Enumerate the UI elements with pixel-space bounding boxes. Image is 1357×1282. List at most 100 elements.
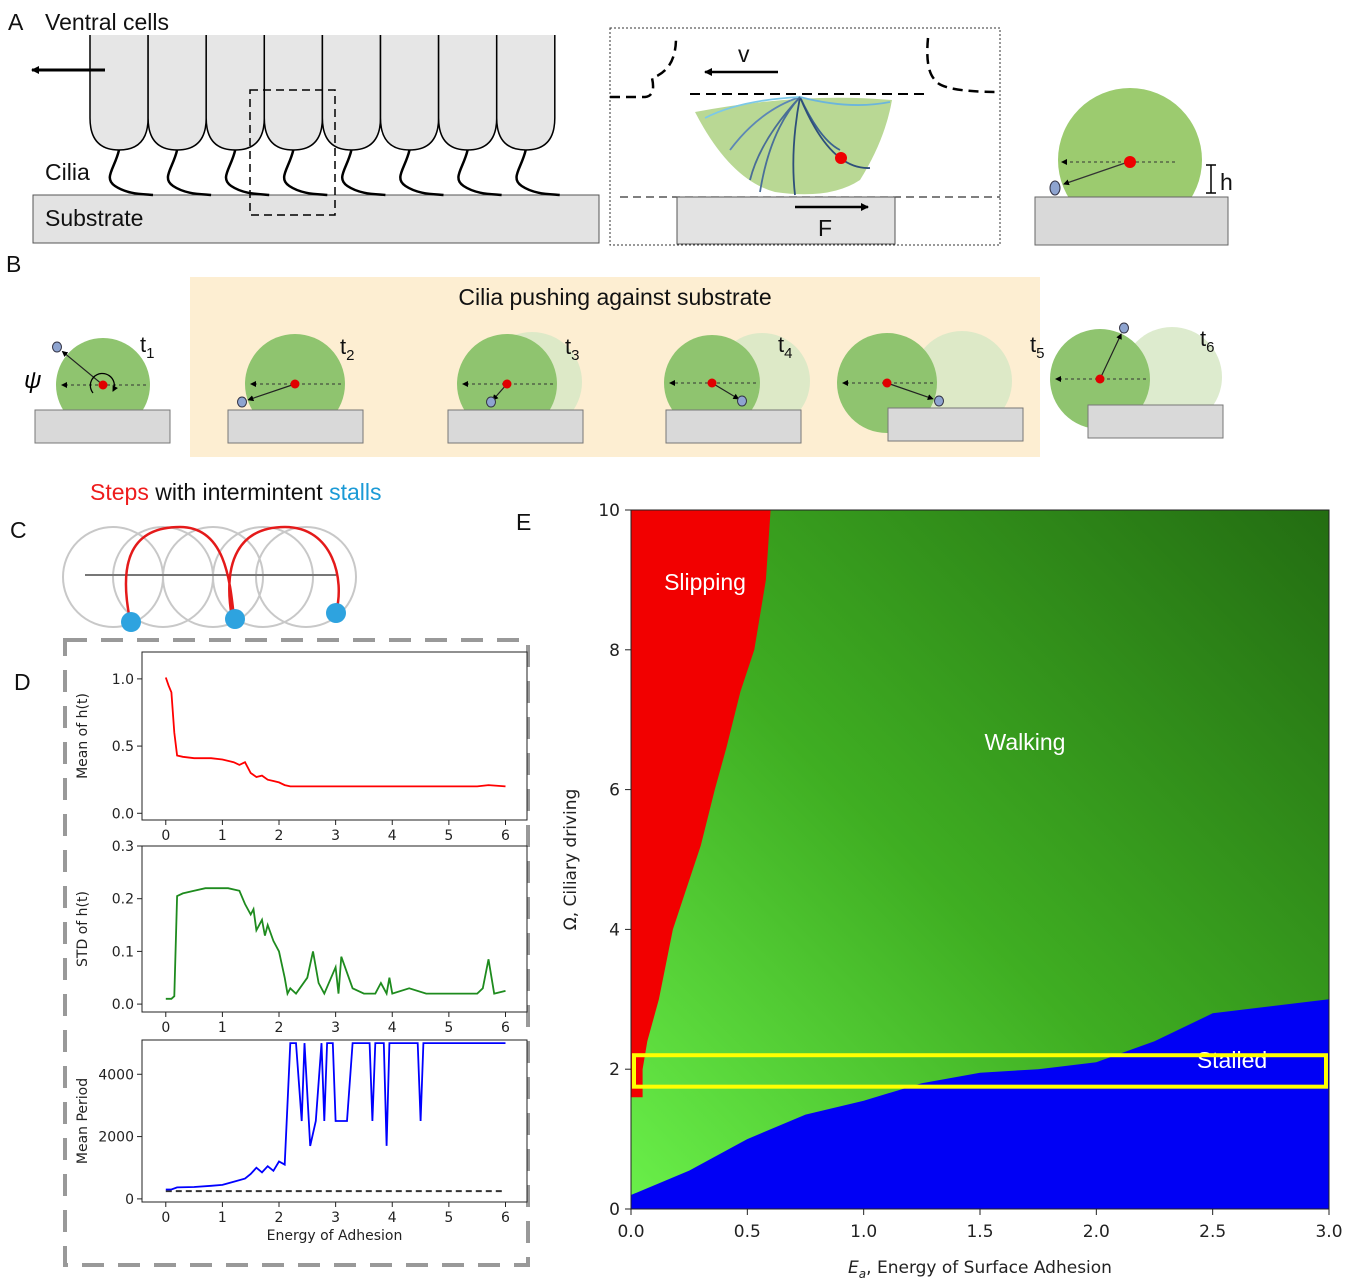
y-tick-label: 2 <box>609 1060 620 1080</box>
height-label: h <box>1220 169 1233 195</box>
y-tick-label: 6 <box>609 781 620 801</box>
substrate <box>228 410 363 443</box>
panel-label: A <box>8 9 24 35</box>
cilium <box>168 150 211 195</box>
x-tick-label: 3 <box>331 828 340 844</box>
x-tick-label: 1.5 <box>966 1222 993 1242</box>
height-bracket <box>1206 165 1216 193</box>
x-tick-label: 4 <box>388 1020 397 1036</box>
y-axis-label: Mean of h(t) <box>75 693 91 779</box>
substrate <box>1035 197 1228 245</box>
substrate <box>666 410 801 443</box>
x-tick-label: 6 <box>501 1210 510 1226</box>
y-tick-label: 0 <box>609 1200 620 1220</box>
center-dot <box>99 381 108 390</box>
y-axis-label: Ω, Ciliary driving <box>561 789 581 931</box>
x-tick-label: 4 <box>388 1210 397 1226</box>
substrate <box>448 410 583 443</box>
cilium-tip <box>1050 181 1060 195</box>
y-tick-label: 4000 <box>98 1067 134 1083</box>
y-tick-label: 1.0 <box>112 672 134 688</box>
cilium <box>458 150 501 195</box>
cell <box>148 35 206 150</box>
substrate <box>888 408 1023 441</box>
banner-title: Cilia pushing against substrate <box>458 284 771 310</box>
y-tick-label: 0.0 <box>112 806 134 822</box>
center-dot <box>1096 375 1105 384</box>
x-tick-label: 0 <box>161 1020 170 1036</box>
y-tick-label: 10 <box>598 501 620 521</box>
y-axis-label: Mean Period <box>75 1078 91 1164</box>
x-tick-label: 1 <box>218 828 227 844</box>
step-path <box>126 527 339 620</box>
cilium <box>284 150 327 195</box>
panel-label: D <box>14 669 31 695</box>
stall-point <box>121 612 141 632</box>
cell <box>264 35 322 150</box>
angle-label: ψ <box>24 367 41 394</box>
y-tick-label: 0 <box>125 1192 134 1208</box>
x-tick-label: 1.0 <box>850 1222 877 1242</box>
cilium-tip <box>487 397 496 407</box>
x-tick-label: 4 <box>388 828 397 844</box>
time-index: 6 <box>1206 339 1214 356</box>
substrate-label: Substrate <box>45 205 143 231</box>
x-axis-label: Ea, Energy of Surface Adhesion <box>848 1258 1112 1281</box>
center-dot <box>503 380 512 389</box>
cell <box>206 35 264 150</box>
x-tick-label: 2 <box>275 1210 284 1226</box>
center-dot <box>835 152 847 164</box>
cell <box>497 35 555 150</box>
center-dot <box>291 380 300 389</box>
x-tick-label: 5 <box>444 828 453 844</box>
cell-membrane <box>610 38 676 97</box>
plot-frame <box>142 652 527 820</box>
panel-label: B <box>6 251 21 277</box>
cells-title: Ventral cells <box>45 9 169 35</box>
x-tick-label: 6 <box>501 1020 510 1036</box>
x-label-symbol: E <box>848 1258 859 1278</box>
panel-label: E <box>516 509 531 535</box>
cilium-tip <box>238 397 247 407</box>
cilium-tip <box>53 342 62 352</box>
x-axis-label: Energy of Adhesion <box>267 1228 403 1244</box>
x-tick-label: 5 <box>444 1210 453 1226</box>
x-tick-label: 0.0 <box>617 1222 644 1242</box>
time-index: 2 <box>346 347 354 364</box>
x-tick-label: 3 <box>331 1210 340 1226</box>
region-label: Slipping <box>664 569 746 595</box>
center-dot <box>883 379 892 388</box>
title-part: with intermintent <box>149 479 329 505</box>
y-tick-label: 8 <box>609 641 620 661</box>
y-tick-label: 0.0 <box>112 997 134 1013</box>
x-tick-label: 3.0 <box>1315 1222 1342 1242</box>
x-tick-label: 2 <box>275 1020 284 1036</box>
y-tick-label: 0.1 <box>112 944 134 960</box>
cell <box>439 35 497 150</box>
y-tick-label: 2000 <box>98 1130 134 1146</box>
substrate <box>35 410 170 443</box>
cilium <box>226 150 269 195</box>
x-tick-label: 0 <box>161 828 170 844</box>
x-tick-label: 2.0 <box>1083 1222 1110 1242</box>
time-index: 4 <box>784 345 792 362</box>
y-tick-label: 4 <box>609 920 620 940</box>
cell <box>381 35 439 150</box>
cilium <box>517 150 560 195</box>
panel-c-title: Steps with intermintent stalls <box>90 479 381 505</box>
y-tick-label: 0.3 <box>112 839 134 855</box>
title-part: stalls <box>329 479 381 505</box>
cell <box>90 35 555 150</box>
y-tick-label: 0.5 <box>112 739 134 755</box>
cilium <box>342 150 385 195</box>
panel-d: D 01234560.00.51.0Mean of h(t)01234560.0… <box>14 640 528 1265</box>
x-tick-label: 2.5 <box>1199 1222 1226 1242</box>
center-dot <box>708 379 717 388</box>
x-tick-label: 2 <box>275 828 284 844</box>
plot-frame <box>142 846 527 1012</box>
cilia-label: Cilia <box>45 159 90 185</box>
time-index: 1 <box>146 345 154 362</box>
x-tick-label: 0.5 <box>734 1222 761 1242</box>
